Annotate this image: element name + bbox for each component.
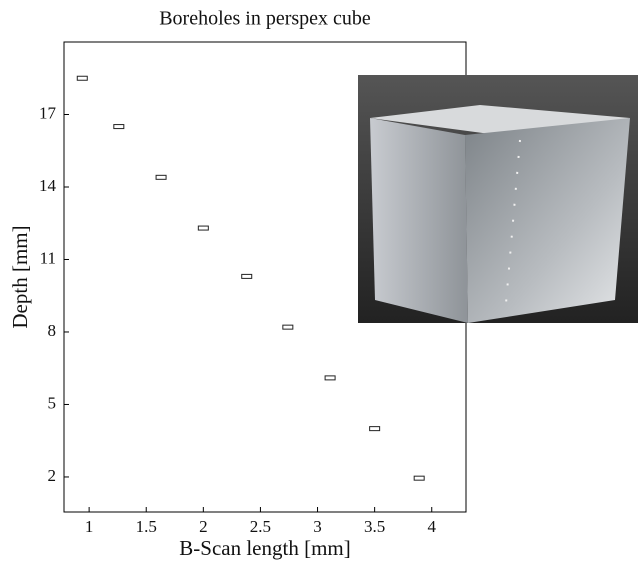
y-tick-label: 8: [48, 321, 57, 340]
borehole-echo: [413, 475, 425, 481]
borehole-echo: [369, 426, 381, 432]
borehole-echo: [155, 174, 167, 180]
plot-area: [76, 75, 425, 481]
borehole-echo: [324, 375, 336, 381]
y-tick-label: 14: [39, 176, 57, 195]
x-tick-label: 2.5: [250, 517, 271, 536]
x-tick-label: 1.5: [136, 517, 157, 536]
x-tick-label: 1: [85, 517, 94, 536]
borehole-echo: [241, 273, 253, 279]
y-tick-label: 17: [39, 103, 57, 122]
x-tick-label: 2: [199, 517, 208, 536]
cube-left: [370, 118, 468, 323]
x-tick-label: 3.5: [364, 517, 385, 536]
borehole-echo: [113, 124, 125, 130]
x-tick-label: 3: [313, 517, 322, 536]
photo-inset: [358, 75, 638, 323]
y-axis-label: Depth [mm]: [8, 225, 32, 328]
y-tick-label: 11: [40, 248, 56, 267]
y-tick-label: 2: [48, 466, 57, 485]
cube-right: [465, 118, 630, 323]
y-tick-label: 5: [48, 393, 57, 412]
borehole-echo: [76, 75, 88, 81]
x-tick-label: 4: [427, 517, 436, 536]
chart-title: Boreholes in perspex cube: [159, 8, 371, 30]
borehole-echo: [197, 225, 209, 231]
borehole-echo: [282, 324, 294, 330]
x-axis-label: B-Scan length [mm]: [179, 536, 350, 560]
